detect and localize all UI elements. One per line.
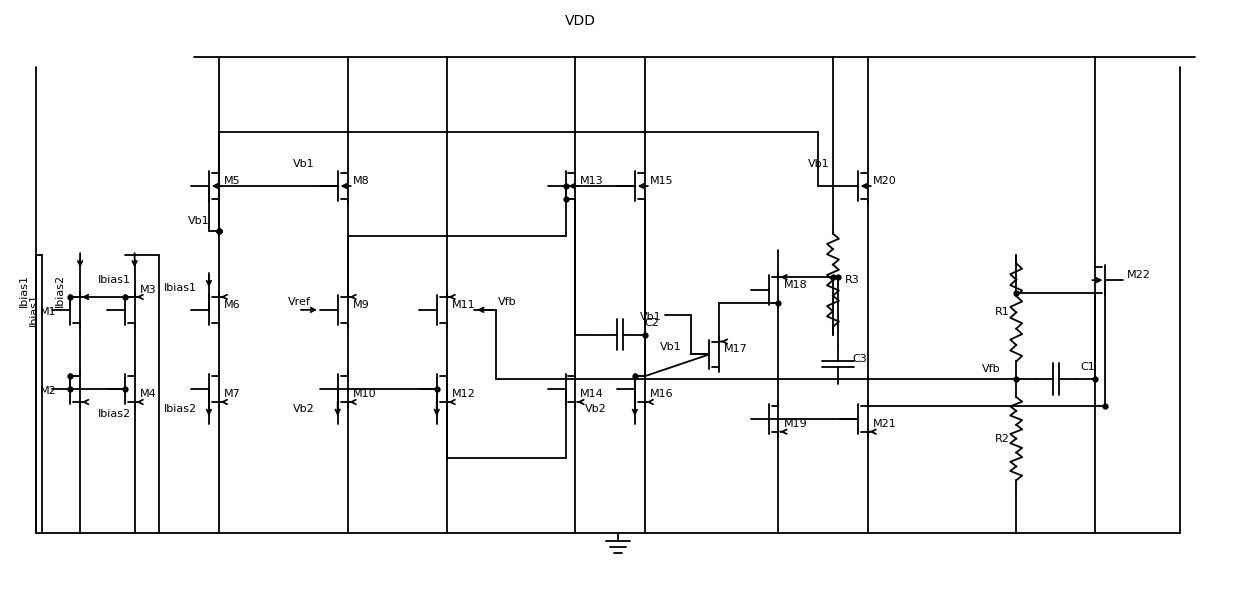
Text: M6: M6: [224, 300, 240, 310]
Text: M1: M1: [40, 307, 57, 317]
Text: M7: M7: [224, 389, 240, 399]
Text: M21: M21: [872, 419, 896, 429]
Text: M8: M8: [353, 176, 369, 186]
Text: Vb1: Vb1: [188, 216, 209, 226]
Text: M14: M14: [580, 389, 605, 399]
Text: Ibias1: Ibias1: [19, 274, 28, 307]
Text: Vb1: Vb1: [808, 159, 830, 169]
Text: M12: M12: [451, 389, 476, 399]
Text: Ibias2: Ibias2: [165, 404, 197, 414]
Text: M5: M5: [224, 176, 240, 186]
Text: Vb1: Vb1: [294, 159, 315, 169]
Text: Vb2: Vb2: [585, 404, 607, 414]
Text: M22: M22: [1127, 270, 1151, 280]
Text: R2: R2: [995, 434, 1010, 444]
Text: M15: M15: [649, 176, 673, 186]
Text: Ibias1: Ibias1: [98, 275, 131, 285]
Text: M16: M16: [649, 389, 673, 399]
Text: Vb1: Vb1: [639, 312, 662, 322]
Text: Vb2: Vb2: [294, 404, 315, 414]
Text: M20: M20: [872, 176, 896, 186]
Text: M17: M17: [724, 345, 748, 355]
Text: VDD: VDD: [565, 14, 596, 28]
Text: Ibias2: Ibias2: [56, 274, 66, 307]
Text: Ibias1: Ibias1: [28, 293, 38, 326]
Text: Ibias2: Ibias2: [98, 409, 131, 419]
Text: Ibias1: Ibias1: [165, 283, 197, 293]
Text: M3: M3: [140, 285, 156, 295]
Text: M13: M13: [580, 176, 603, 186]
Text: C3: C3: [852, 355, 867, 365]
Text: R1: R1: [995, 307, 1010, 317]
Text: Vfb: Vfb: [498, 297, 517, 307]
Text: M10: M10: [353, 389, 377, 399]
Text: M18: M18: [783, 280, 807, 290]
Text: Vfb: Vfb: [981, 364, 1000, 374]
Text: C2: C2: [644, 318, 659, 327]
Text: R3: R3: [845, 275, 860, 285]
Text: M9: M9: [353, 300, 369, 310]
Text: M2: M2: [40, 386, 57, 396]
Text: Vb1: Vb1: [659, 342, 681, 352]
Text: C1: C1: [1080, 362, 1095, 372]
Text: Vref: Vref: [289, 297, 311, 307]
Text: M4: M4: [140, 389, 156, 399]
Text: M19: M19: [783, 419, 807, 429]
Text: M11: M11: [451, 300, 476, 310]
